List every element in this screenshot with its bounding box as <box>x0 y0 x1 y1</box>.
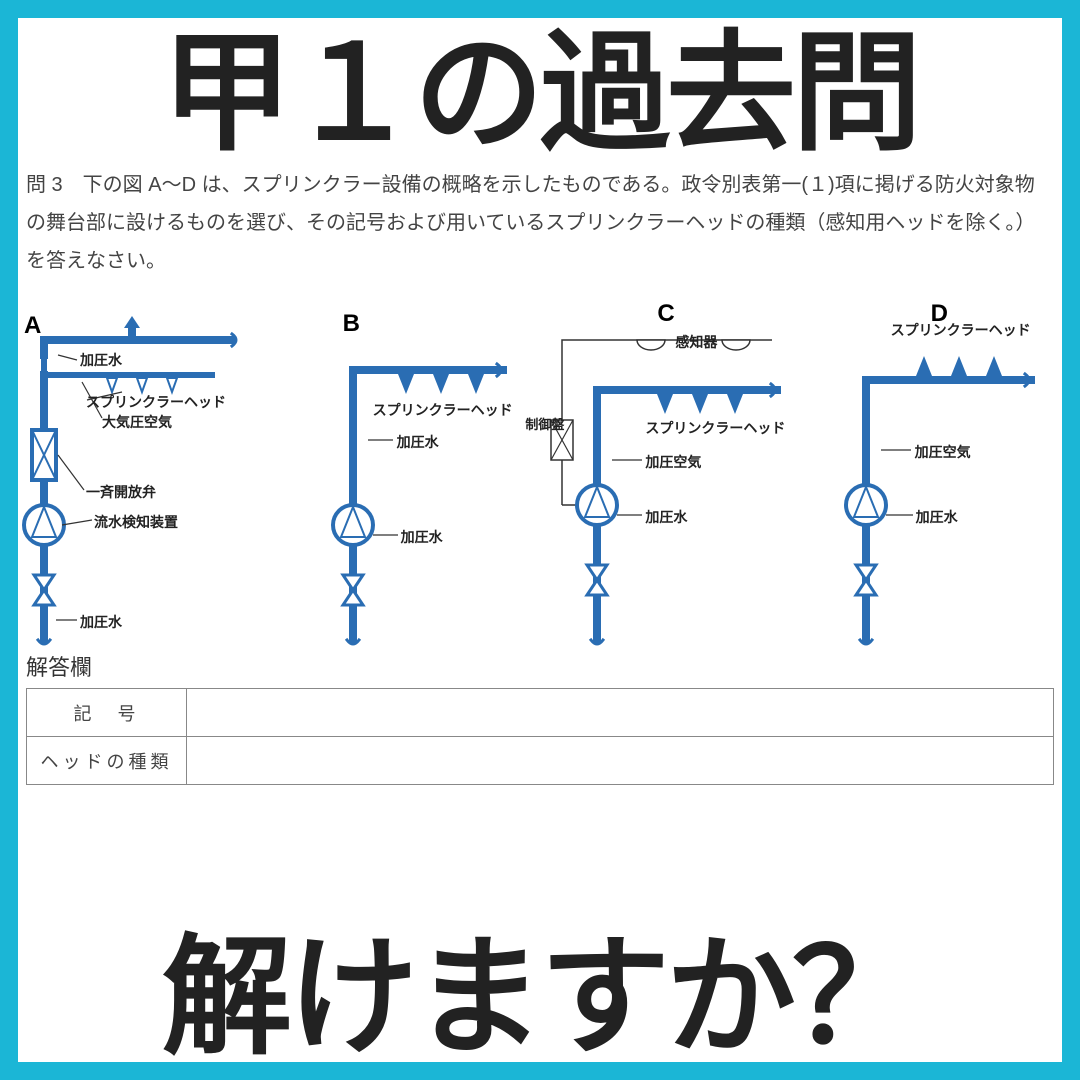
label-d-head: スプリンクラーヘッド <box>891 320 1031 340</box>
label-c-ctrl: 制御盤 <box>525 418 549 431</box>
label-c-head: スプリンクラーヘッド <box>645 418 785 438</box>
diagram-d: D <box>831 300 1058 650</box>
diagram-a: A <box>22 300 313 650</box>
label-a-water-bot: 加圧水 <box>80 612 122 632</box>
answer-row1-value <box>187 689 1054 737</box>
label-c-air: 加圧空気 <box>645 452 701 472</box>
label-c-detector: 感知器 <box>675 332 717 352</box>
label-d-water: 加圧水 <box>916 507 958 527</box>
label-d-air: 加圧空気 <box>915 442 971 462</box>
label-a-valve: 一斉開放弁 <box>86 482 156 502</box>
table-row: 記 号 <box>27 689 1054 737</box>
label-a-head: スプリンクラーヘッド <box>86 392 226 412</box>
answer-row1-label: 記 号 <box>27 689 187 737</box>
answer-section: 解答欄 記 号 ヘッドの種類 <box>18 650 1062 785</box>
title-top: 甲１の過去問 <box>18 18 1062 158</box>
question-text: 問 3 下の図 A～D は、スプリンクラー設備の概略を示したものである。政令別表… <box>18 158 1062 280</box>
diagram-c: C <box>527 300 830 650</box>
diagram-b: B <box>313 300 528 650</box>
label-b-water-bot: 加圧水 <box>401 527 443 547</box>
table-row: ヘッドの種類 <box>27 737 1054 785</box>
answer-row2-value <box>187 737 1054 785</box>
answer-row2-label: ヘッドの種類 <box>27 737 187 785</box>
diagram-c-svg <box>527 300 827 660</box>
answer-table: 記 号 ヘッドの種類 <box>26 688 1054 785</box>
outer-frame: 甲１の過去問 問 3 下の図 A～D は、スプリンクラー設備の概略を示したもので… <box>0 0 1080 1080</box>
label-a-flow: 流水検知装置 <box>94 512 178 532</box>
label-b-head: スプリンクラーヘッド <box>373 400 513 420</box>
diagram-d-svg <box>831 300 1051 660</box>
title-bottom: 解けますか？ <box>18 932 1062 1062</box>
label-a-air: 大気圧空気 <box>102 412 172 432</box>
diagram-a-svg <box>22 300 282 660</box>
diagrams-row: A <box>18 280 1062 650</box>
label-c-water: 加圧水 <box>645 507 687 527</box>
label-a-water-top: 加圧水 <box>80 350 122 370</box>
label-b-water-mid: 加圧水 <box>397 432 439 452</box>
diagram-b-svg <box>313 300 533 660</box>
